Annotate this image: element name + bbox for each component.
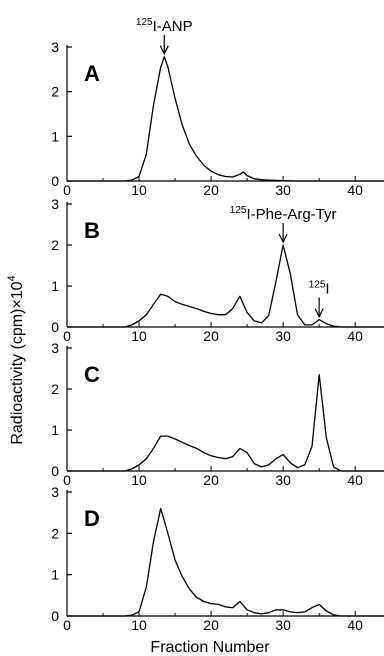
x-tick-label-c-1: 10 [131,472,147,488]
y-tick-label-b-1: 1 [51,278,59,294]
x-tick-label-a-3: 30 [275,182,291,198]
annotation-label-b-1: 125I [309,280,330,298]
x-tick-label-b-1: 10 [131,328,147,344]
annotation-superscript: 125 [309,280,326,291]
y-axis-label-text: Radioactivity (cpm)×10 [9,281,26,444]
panel-label-c: C [84,362,100,387]
annotation-arrowhead-a-0 [159,45,169,56]
y-tick-label-b-0: 0 [51,319,59,335]
y-tick-label-d-0: 0 [51,608,59,624]
annotation-arrowhead-b-0 [278,233,288,244]
y-tick-label-c-2: 2 [51,381,59,397]
y-tick-label-c-1: 1 [51,422,59,438]
x-tick-label-d-4: 40 [347,617,363,633]
x-tick-label-c-4: 40 [347,472,363,488]
y-tick-label-d-3: 3 [51,484,59,500]
x-axis-label: Fraction Number [150,639,270,656]
annotation-text: I-ANP [153,18,193,35]
x-tick-label-d-0: 0 [63,617,71,633]
y-axis-label-exponent: 4 [6,275,18,281]
series-line-c [67,373,384,472]
panel-label-b: B [84,218,100,243]
annotation-text: I [325,281,329,298]
y-tick-label-a-2: 2 [51,84,59,100]
y-tick-label-d-2: 2 [51,525,59,541]
x-tick-label-c-2: 20 [203,472,219,488]
annotation-superscript: 125 [230,205,247,216]
y-tick-label-a-1: 1 [51,128,59,144]
annotation-arrowhead-b-1 [314,308,324,318]
x-tick-label-d-2: 20 [203,617,219,633]
y-tick-label-a-0: 0 [51,173,59,189]
annotation-label-b-0: 125I-Phe-Arg-Tyr [230,205,337,223]
series-line-a [67,56,384,182]
annotation-superscript: 125 [136,17,153,28]
annotation-label-a-0: 125I-ANP [136,17,193,35]
x-tick-label-b-4: 40 [347,328,363,344]
x-tick-label-b-0: 0 [63,328,71,344]
panel-label-a: A [84,61,100,86]
y-tick-label-d-1: 1 [51,567,59,583]
y-axis-label: Radioactivity (cpm)×104 [6,275,26,444]
x-tick-label-a-0: 0 [63,182,71,198]
y-tick-label-c-3: 3 [51,340,59,356]
x-tick-label-c-0: 0 [63,472,71,488]
y-tick-label-c-0: 0 [51,463,59,479]
x-tick-label-a-1: 10 [131,182,147,198]
x-tick-label-d-1: 10 [131,617,147,633]
x-tick-label-a-2: 20 [203,182,219,198]
x-tick-label-d-3: 30 [275,617,291,633]
x-tick-label-a-4: 40 [347,182,363,198]
annotation-text: I-Phe-Arg-Tyr [246,206,336,223]
series-line-d [67,507,384,617]
x-tick-label-c-3: 30 [275,472,291,488]
y-tick-label-b-2: 2 [51,237,59,253]
panel-label-d: D [84,506,100,531]
series-line-b [67,244,384,328]
x-tick-label-b-3: 30 [275,328,291,344]
y-tick-label-b-3: 3 [51,196,59,212]
y-tick-label-a-3: 3 [51,39,59,55]
x-tick-label-b-2: 20 [203,328,219,344]
